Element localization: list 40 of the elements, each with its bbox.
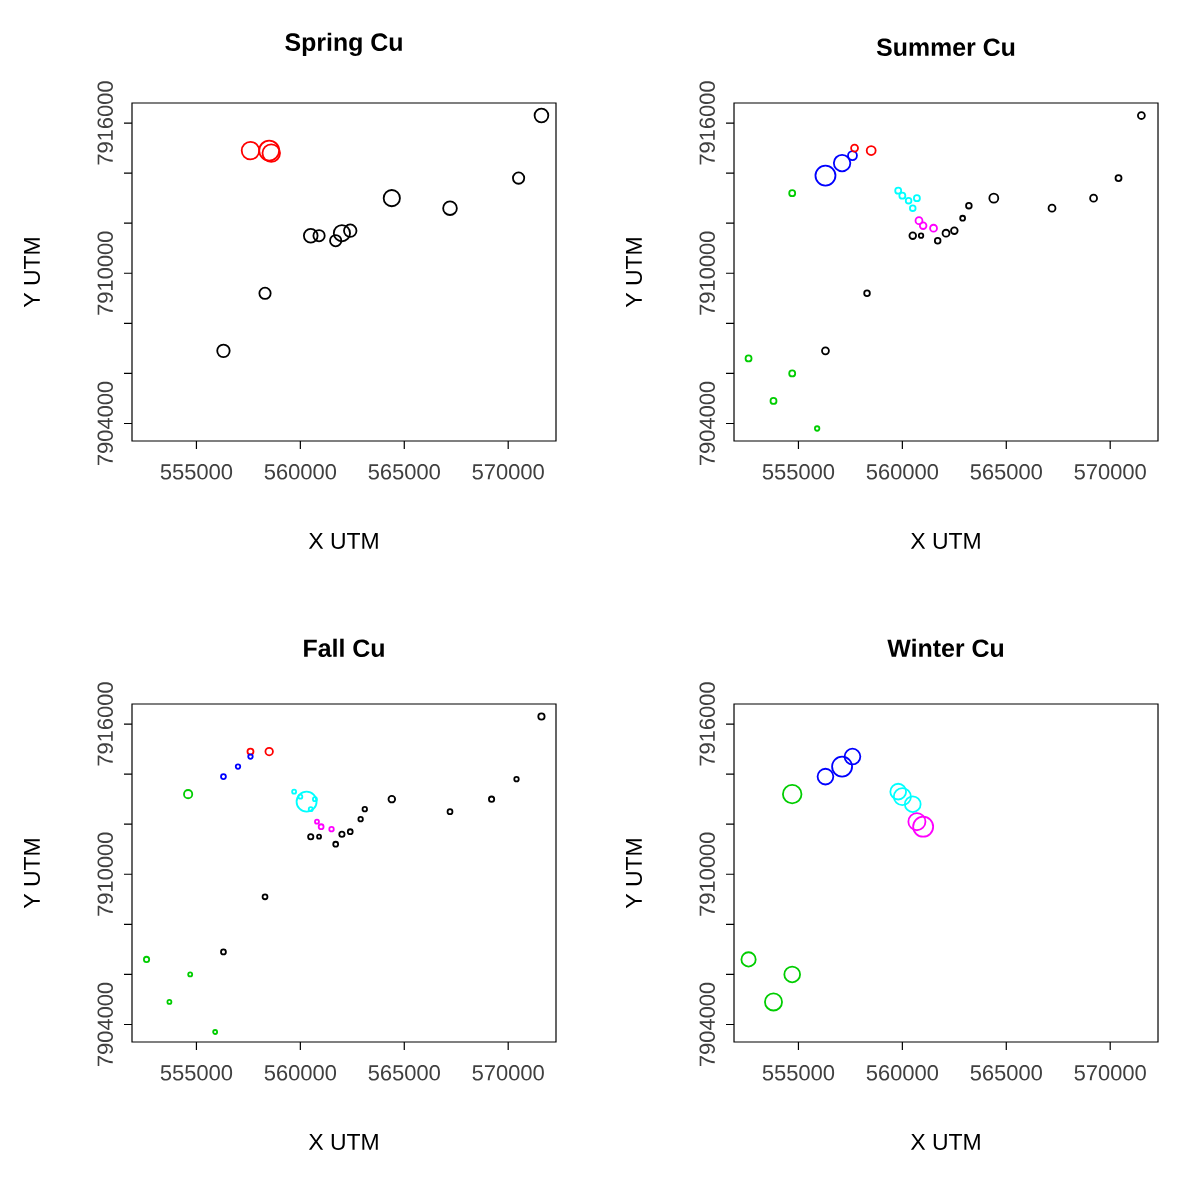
y-tick-label: 7904000	[699, 982, 715, 1067]
x-tick-label: 555000	[160, 1065, 233, 1081]
x-tick-label: 570000	[472, 1065, 544, 1081]
y-axis-title: Y UTM	[626, 839, 642, 909]
y-tick-label: 7916000	[699, 81, 715, 165]
chart-title: Summer Cu	[876, 38, 1015, 57]
chart-title: Fall Cu	[304, 638, 384, 658]
x-tick-label: 555000	[762, 464, 835, 480]
x-tick-label: 560000	[264, 1065, 337, 1081]
chart-title: Spring Cu	[285, 32, 402, 57]
y-tick-label: 7916000	[97, 682, 113, 766]
y-tick-label: 7904000	[699, 381, 715, 466]
x-axis-title: X UTM	[910, 533, 980, 549]
x-tick-label: 570000	[472, 464, 544, 480]
y-tick-label: 7910000	[97, 832, 113, 916]
y-tick-label: 7916000	[97, 81, 113, 165]
x-axis-title: X UTM	[308, 533, 378, 549]
x-axis-title: X UTM	[910, 1134, 980, 1151]
x-tick-label: 560000	[866, 464, 939, 480]
y-tick-label: 7904000	[97, 381, 113, 466]
y-tick-label: 7904000	[97, 982, 113, 1067]
x-tick-label: 570000	[1074, 464, 1146, 480]
x-tick-label: 570000	[1074, 1065, 1146, 1081]
x-tick-label: 560000	[866, 1065, 939, 1081]
y-tick-label: 7910000	[699, 832, 715, 916]
x-tick-label: 565000	[368, 1065, 440, 1081]
chart-title: Winter Cu	[887, 638, 1004, 658]
x-tick-label: 565000	[970, 1065, 1042, 1081]
x-axis-title: X UTM	[308, 1134, 378, 1151]
y-axis-title: Y UTM	[24, 839, 40, 909]
y-tick-label: 7910000	[699, 231, 715, 315]
y-tick-label: 7910000	[97, 231, 113, 315]
y-axis-title: Y UTM	[626, 238, 642, 308]
x-tick-label: 560000	[264, 464, 337, 480]
x-tick-label: 565000	[970, 464, 1042, 480]
x-tick-label: 555000	[160, 464, 233, 480]
y-tick-label: 7916000	[699, 682, 715, 766]
y-axis-title: Y UTM	[24, 238, 40, 308]
x-tick-label: 555000	[762, 1065, 835, 1081]
x-tick-label: 565000	[368, 464, 440, 480]
